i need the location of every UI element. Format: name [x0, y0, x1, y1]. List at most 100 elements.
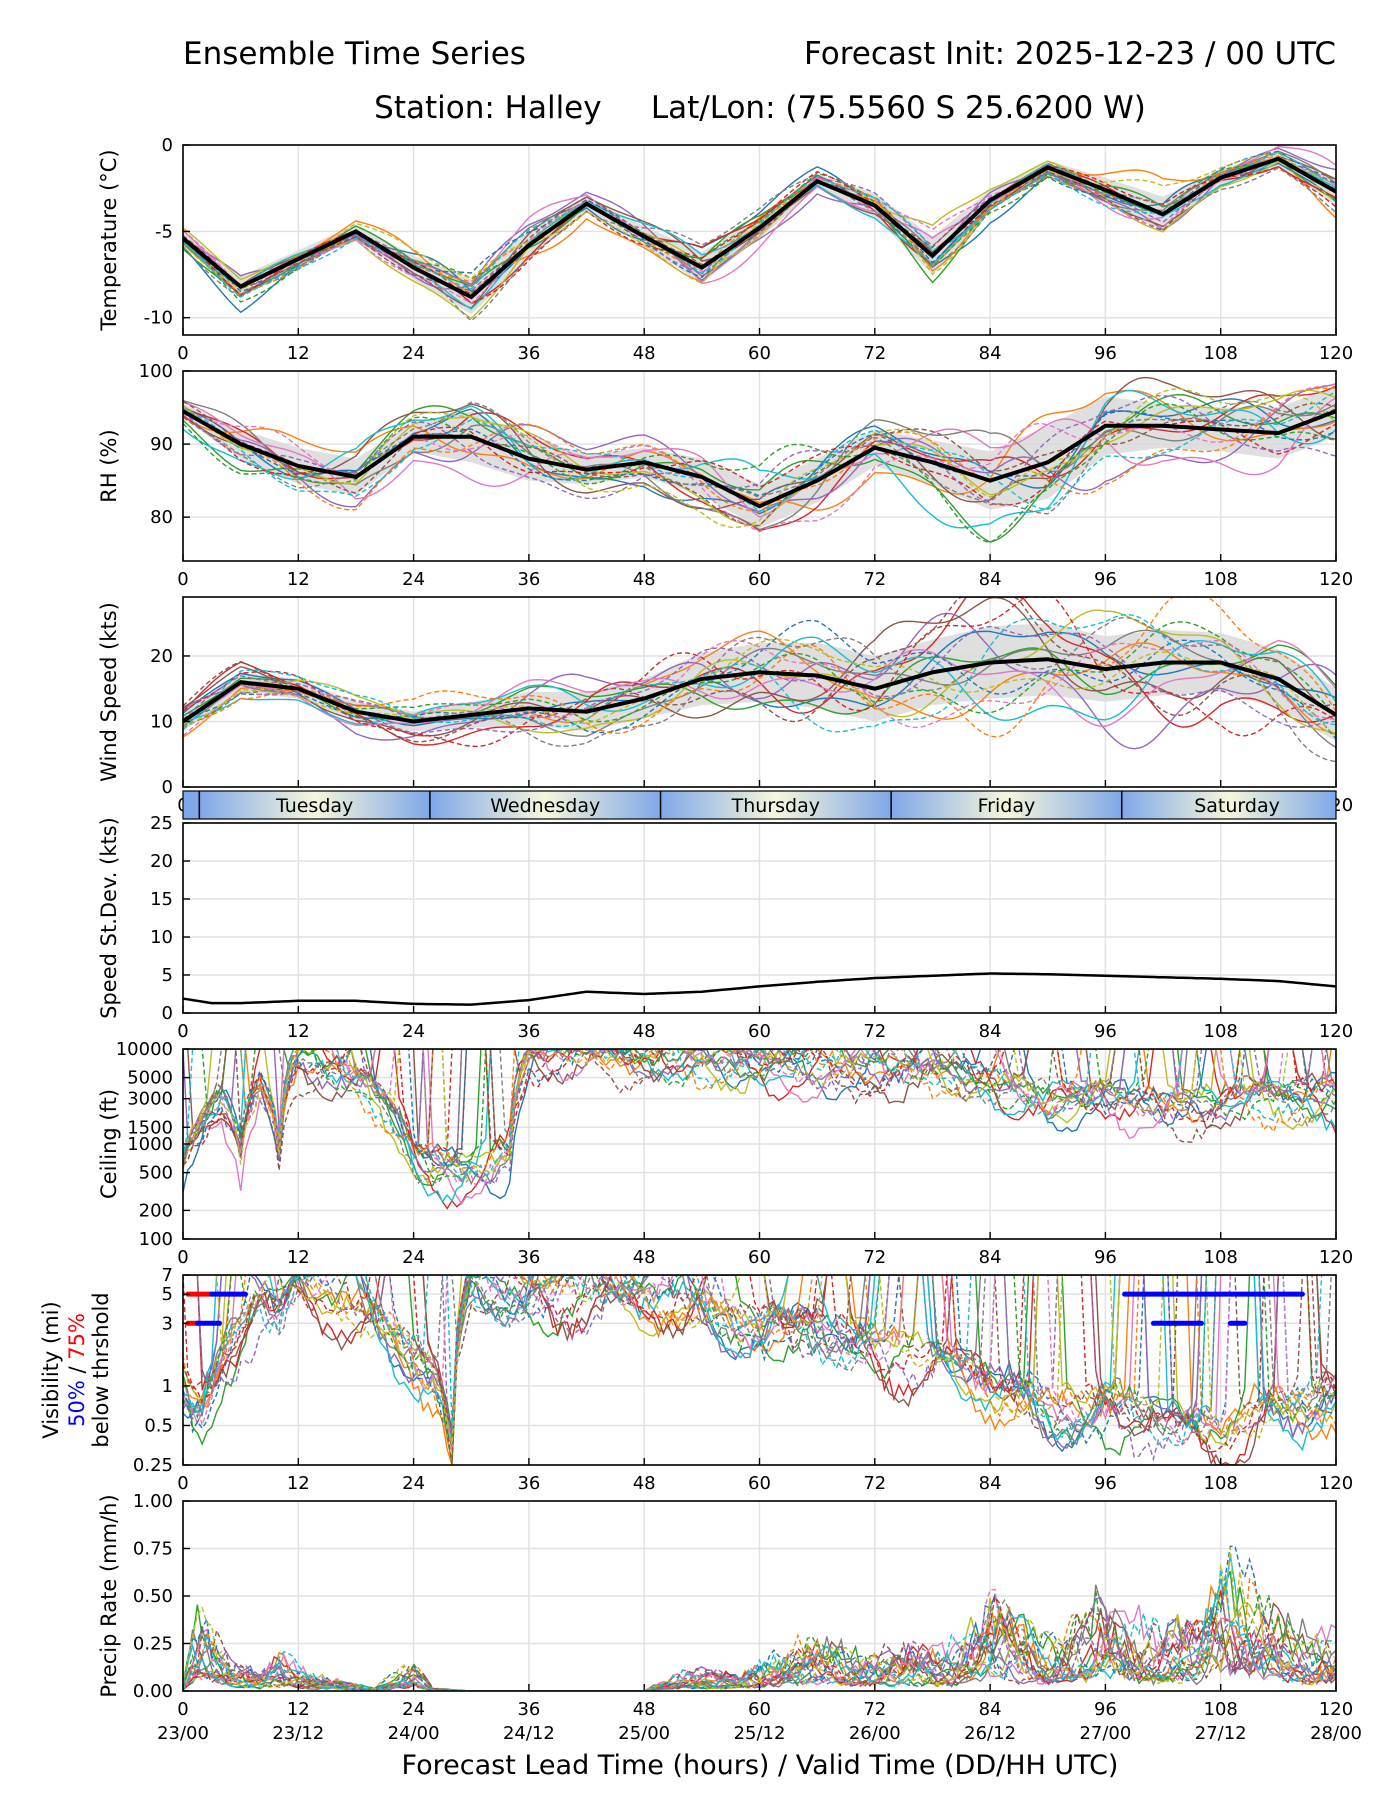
y-tick-label: 1500	[127, 1117, 173, 1138]
member-line	[183, 388, 1336, 529]
ensemble-mean-line	[183, 156, 1336, 300]
member-line	[183, 616, 1336, 763]
y-axis-label-thresholds: 50% / 75%	[65, 1313, 89, 1427]
valid-time-label: 27/00	[1079, 1723, 1131, 1744]
x-tick-label: 108	[1204, 1699, 1238, 1720]
x-tick-label: 96	[1094, 1021, 1117, 1042]
day-segment	[891, 791, 1122, 819]
x-tick-label: 36	[517, 1699, 540, 1720]
x-tick-label: 0	[177, 343, 188, 364]
y-tick-label: 1000	[127, 1134, 173, 1155]
x-tick-label: 48	[633, 1699, 656, 1720]
valid-time-labels: 23/00 23/12 24/00 24/12 25/00 25/12 26/00 26/12…	[157, 1723, 1362, 1744]
member-line	[183, 639, 1336, 727]
x-tick-label: 12	[287, 1021, 310, 1042]
x-tick-label: 108	[1204, 1021, 1238, 1042]
member-line	[183, 160, 1336, 320]
y-ticks: 0 10 20	[150, 646, 190, 798]
valid-time-label: 27/12	[1195, 1723, 1247, 1744]
y-tick-label: 5	[162, 965, 173, 986]
x-tick-label: 36	[517, 1473, 540, 1494]
ensemble-mean-line	[183, 657, 1336, 724]
x-tick-label: 48	[633, 1021, 656, 1042]
panels: 0 12 24 36 48 60 72 84 96 108 1200-5-10Temperature…	[39, 135, 1353, 1720]
x-tick-label: 72	[863, 1021, 886, 1042]
member-line	[183, 152, 1336, 298]
x-tick-label: 120	[1319, 1247, 1353, 1268]
y-ticks: 80 90 100	[139, 361, 190, 528]
member-line	[183, 1049, 1336, 1168]
day-label: Tuesday	[275, 795, 353, 817]
day-label: Friday	[978, 795, 1036, 817]
y-tick-label: 0.50	[133, 1586, 173, 1607]
member-line	[183, 1049, 1336, 1186]
y-tick-label: 80	[150, 507, 173, 528]
member-line	[183, 1275, 1336, 1462]
x-tick-label: 24	[402, 1021, 425, 1042]
x-tick-label: 12	[287, 1473, 310, 1494]
plot-area	[183, 145, 1336, 322]
station-line: Station: Halley Lat/Lon: (75.5560 S 25.6…	[374, 90, 1146, 126]
valid-time-label: 23/12	[272, 1723, 324, 1744]
member-line	[183, 397, 1336, 518]
y-ticks: 0.00 0.25 0.50 0.75 1.00	[133, 1491, 190, 1702]
y-tick-label: 10000	[116, 1039, 173, 1060]
y-tick-label: 90	[150, 434, 173, 455]
y-tick-label: 0	[162, 1003, 173, 1024]
member-line	[183, 1275, 1336, 1465]
valid-time-label: 28/00	[1310, 1723, 1362, 1744]
member-line	[183, 597, 1336, 737]
day-band: Tuesday Wednesday Thursday Friday Saturday	[182, 790, 1337, 820]
x-tick-label: 72	[863, 1473, 886, 1494]
y-tick-label: 3000	[127, 1089, 173, 1110]
x-tick-label: 0	[177, 569, 188, 590]
member-line	[183, 152, 1336, 291]
member-line	[183, 629, 1336, 749]
x-tick-label: 24	[402, 1247, 425, 1268]
y-tick-label: 200	[139, 1200, 173, 1221]
y-axis-label: Wind Speed (kts)	[97, 602, 121, 782]
member-line	[183, 390, 1336, 512]
y-axis-label: Visibility (mi)	[39, 1301, 63, 1438]
x-tick-label: 120	[1319, 1699, 1353, 1720]
x-tick-label: 60	[748, 1473, 771, 1494]
member-line	[183, 1049, 1336, 1180]
ensemble-members	[183, 1275, 1336, 1465]
x-tick-label: 0	[177, 1247, 188, 1268]
x-tick-label: 84	[979, 1473, 1002, 1494]
member-line	[183, 389, 1336, 511]
y-axis-label: RH (%)	[97, 429, 121, 502]
y-ticks: 0 5 10 15 20 25	[150, 813, 190, 1024]
y-tick-label: 20	[150, 851, 173, 872]
label-50pct: 50%	[65, 1380, 89, 1427]
x-tick-label: 120	[1319, 569, 1353, 590]
valid-time-label: 26/12	[964, 1723, 1016, 1744]
title-right: Forecast Init: 2025-12-23 / 00 UTC	[804, 36, 1336, 72]
y-tick-label: 5	[162, 1284, 173, 1305]
member-line	[183, 393, 1336, 543]
y-axis-label: Precip Rate (mm/h)	[97, 1494, 121, 1697]
member-line	[183, 1049, 1336, 1182]
x-tick-label: 72	[863, 569, 886, 590]
valid-time-label: 25/12	[734, 1723, 786, 1744]
member-line	[183, 387, 1336, 513]
member-line	[183, 1275, 1336, 1462]
day-label: Saturday	[1194, 795, 1280, 817]
x-tick-label: 60	[748, 343, 771, 364]
plot-area	[183, 597, 1336, 763]
member-line	[183, 400, 1336, 527]
member-line	[183, 1049, 1336, 1181]
x-tick-label: 96	[1094, 343, 1117, 364]
y-axis-label-sub: below thrshold	[89, 1292, 113, 1447]
y-tick-label: 0	[162, 135, 173, 156]
x-tick-label: 120	[1319, 1021, 1353, 1042]
x-tick-label: 12	[287, 1699, 310, 1720]
member-line	[183, 614, 1336, 733]
label-sep: /	[65, 1360, 89, 1380]
x-tick-label: 120	[1319, 343, 1353, 364]
member-line	[183, 1275, 1336, 1453]
x-tick-label: 12	[287, 1247, 310, 1268]
member-line	[183, 159, 1336, 296]
y-tick-label: 5000	[127, 1068, 173, 1089]
